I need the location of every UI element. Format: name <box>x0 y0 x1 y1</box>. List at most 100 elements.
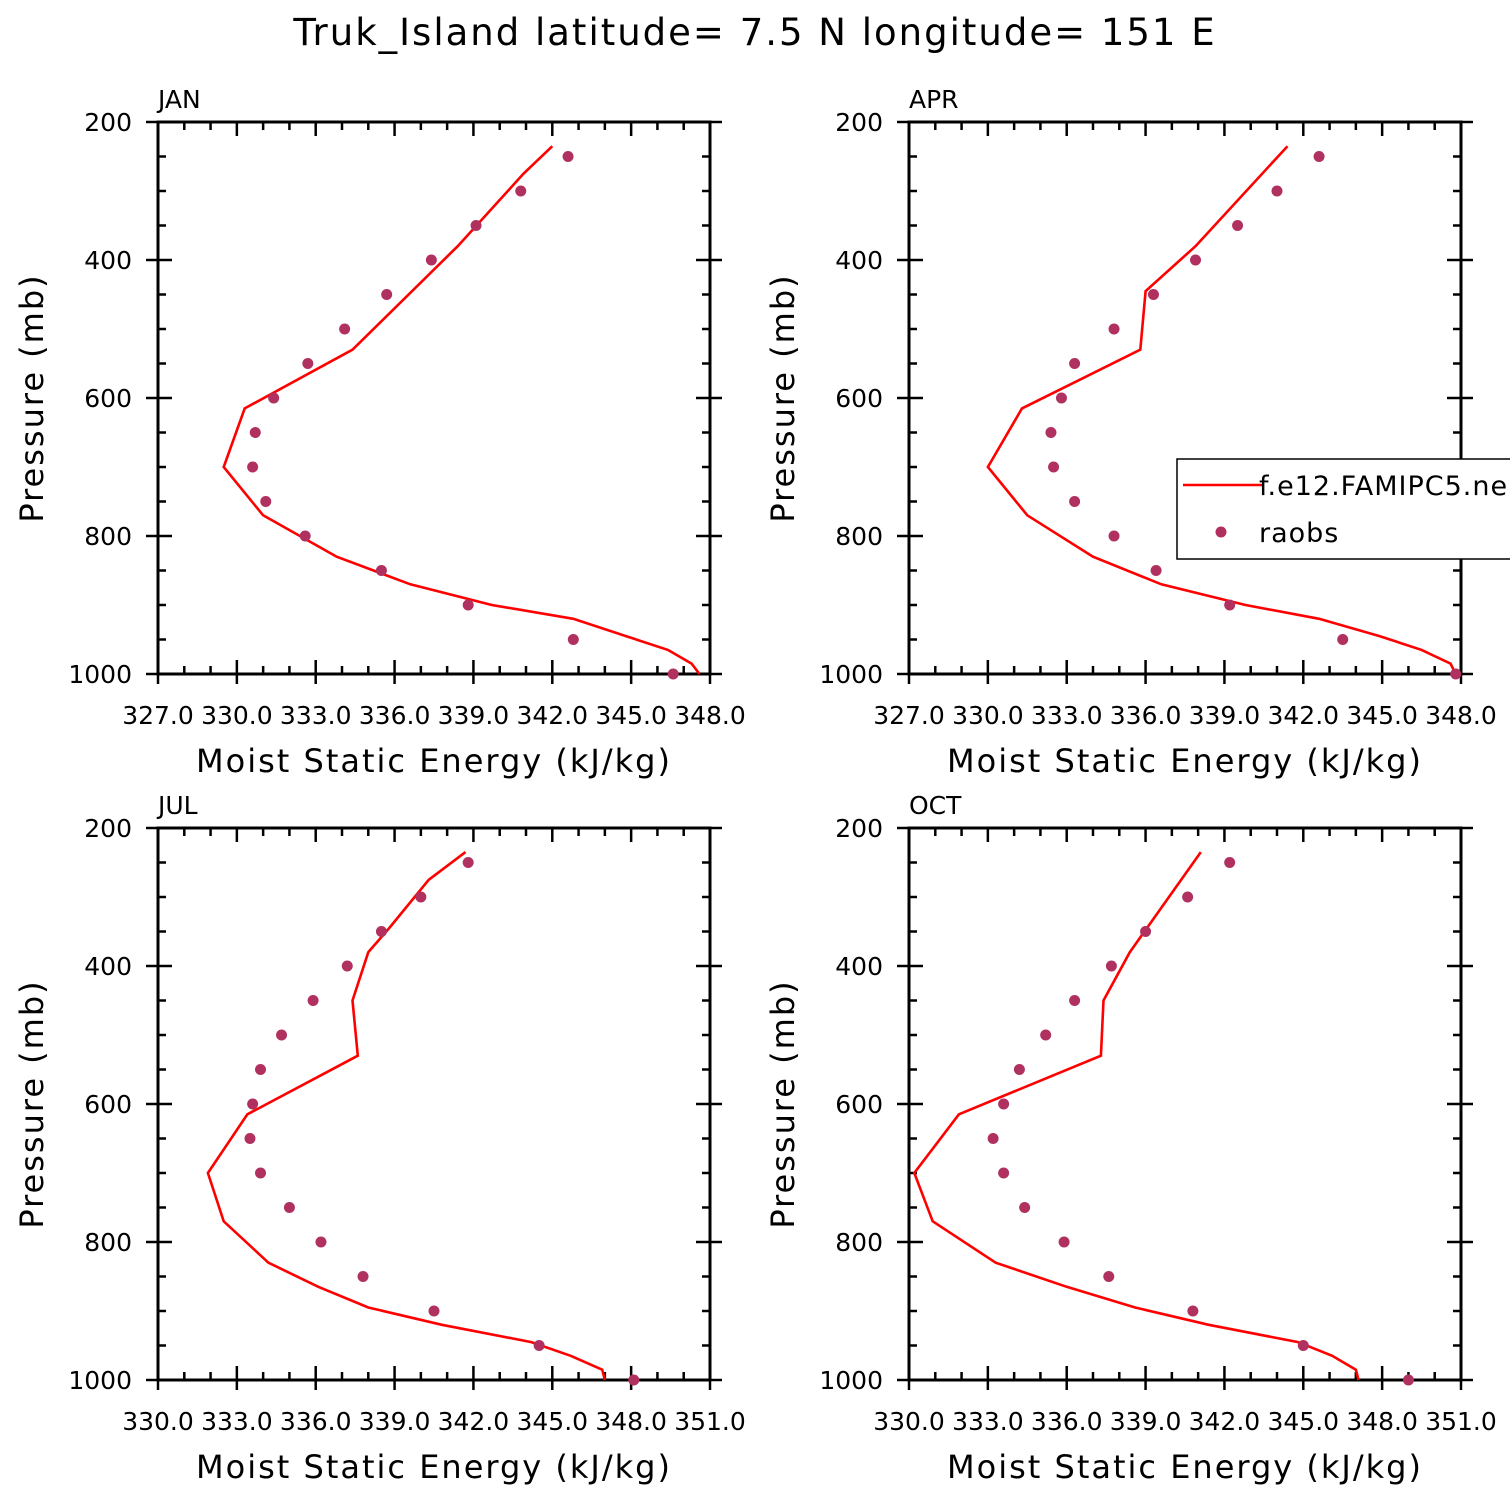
x-tick-label: 336.0 <box>359 701 431 730</box>
panel-oct: OCT 330.0 333.0 336.0 339.0 342.0 345.0 348.0 35… <box>764 791 1497 1486</box>
x-tick-label: 342.0 <box>438 1407 510 1436</box>
x-tick-label: 351.0 <box>1425 1407 1497 1436</box>
model-line <box>986 145 1457 675</box>
obs-point <box>381 289 393 300</box>
y-tick-label: 200 <box>84 108 132 137</box>
obs-point <box>1103 1271 1115 1282</box>
plot-frame <box>156 826 712 1382</box>
x-tick-label: 339.0 <box>1110 1407 1182 1436</box>
obs-point <box>425 254 437 266</box>
obs-point <box>255 1167 267 1179</box>
x-tick-label: 348.0 <box>595 1407 667 1436</box>
obs-point <box>1232 220 1244 231</box>
x-tick-label: 345.0 <box>516 1407 588 1436</box>
obs-point <box>1402 1374 1414 1386</box>
obs-point <box>1297 1340 1309 1351</box>
obs-point <box>1069 496 1081 507</box>
obs-point <box>1013 1064 1025 1075</box>
obs-point <box>1108 323 1120 335</box>
y-tick-label: 200 <box>835 814 883 843</box>
x-tick-label: 345.0 <box>1346 701 1418 730</box>
obs-point <box>470 220 482 231</box>
y-tick-label: 600 <box>84 384 132 413</box>
legend: f.e12.FAMIPC5.ne raobs <box>1176 458 1510 560</box>
obs-point <box>283 1202 295 1213</box>
y-tick-label: 400 <box>84 246 132 275</box>
obs-point <box>299 530 311 542</box>
y-axis-label: Pressure (mb) <box>13 979 51 1228</box>
x-tick-label: 348.0 <box>1346 1407 1418 1436</box>
obs-point <box>302 358 314 369</box>
x-axis-label: Moist Static Energy (kJ/kg) <box>947 1448 1423 1486</box>
x-axis-label: Moist Static Energy (kJ/kg) <box>947 742 1423 780</box>
obs-point <box>247 1098 259 1110</box>
obs-point <box>247 461 259 473</box>
panel-jul: JUL 330.0 333.0 336.0 339.0 342.0 345.0 348.0 35… <box>13 791 746 1486</box>
obs-point <box>1058 1236 1070 1248</box>
obs-point <box>249 427 261 438</box>
obs-point <box>341 960 353 972</box>
panel-apr: APR 327.0 330.0 333.0 336.0 339.0 342.0 345.0 34… <box>764 85 1497 780</box>
obs-point <box>260 496 272 507</box>
obs-point <box>1147 289 1159 300</box>
x-tick-label: 342.0 <box>1267 701 1339 730</box>
obs-point <box>415 891 427 903</box>
x-tick-label: 339.0 <box>438 701 510 730</box>
obs-point <box>357 1271 369 1282</box>
obs-point <box>533 1340 545 1351</box>
obs-point <box>1045 427 1057 438</box>
y-tick-label: 200 <box>84 814 132 843</box>
panel-label: JUL <box>156 791 198 820</box>
y-axis-label: Pressure (mb) <box>13 273 51 522</box>
obs-point <box>428 1305 440 1317</box>
obs-point <box>244 1133 256 1144</box>
x-tick-label: 330.0 <box>122 1407 194 1436</box>
x-tick-label: 339.0 <box>359 1407 431 1436</box>
plot-frame <box>907 826 1463 1382</box>
x-tick-label: 330.0 <box>952 701 1024 730</box>
x-tick-label: 333.0 <box>1031 701 1103 730</box>
obs-point <box>1224 599 1236 611</box>
x-tick-label: 345.0 <box>595 701 667 730</box>
obs-point <box>1140 926 1152 937</box>
obs-point <box>1224 857 1236 868</box>
legend-box <box>1176 458 1510 560</box>
model-line <box>206 851 607 1381</box>
x-tick-label: 327.0 <box>122 701 194 730</box>
obs-point <box>667 668 679 680</box>
x-tick-label: 348.0 <box>674 701 746 730</box>
obs-point <box>462 857 474 868</box>
x-tick-label: 333.0 <box>952 1407 1024 1436</box>
obs-point <box>998 1098 1010 1110</box>
y-tick-label: 1000 <box>68 660 132 689</box>
obs-point <box>1150 565 1162 576</box>
obs-point <box>628 1374 640 1386</box>
obs-point <box>1019 1202 1031 1213</box>
y-tick-label: 400 <box>835 952 883 981</box>
panel-label: OCT <box>909 791 962 820</box>
obs-point <box>1048 461 1060 473</box>
x-axis-label: Moist Static Energy (kJ/kg) <box>196 742 672 780</box>
panel-label: JAN <box>156 85 201 114</box>
obs-point <box>515 185 527 197</box>
x-tick-label: 336.0 <box>1031 1407 1103 1436</box>
y-tick-label: 400 <box>835 246 883 275</box>
model-line <box>912 851 1360 1381</box>
y-tick-label: 1000 <box>819 660 883 689</box>
obs-point <box>562 151 574 162</box>
x-tick-label: 333.0 <box>201 1407 273 1436</box>
legend-model-label: f.e12.FAMIPC5.ne <box>1259 471 1508 502</box>
y-tick-label: 600 <box>835 1090 883 1119</box>
obs-point <box>1337 634 1349 645</box>
y-tick-label: 800 <box>84 522 132 551</box>
x-tick-label: 330.0 <box>201 701 273 730</box>
obs-point <box>375 565 387 576</box>
obs-point <box>462 599 474 611</box>
obs-point <box>1450 668 1462 680</box>
obs-point <box>987 1133 999 1144</box>
obs-point <box>1313 151 1325 162</box>
obs-point <box>1040 1029 1052 1041</box>
panel-label: APR <box>909 85 959 114</box>
obs-point <box>1187 1305 1199 1317</box>
